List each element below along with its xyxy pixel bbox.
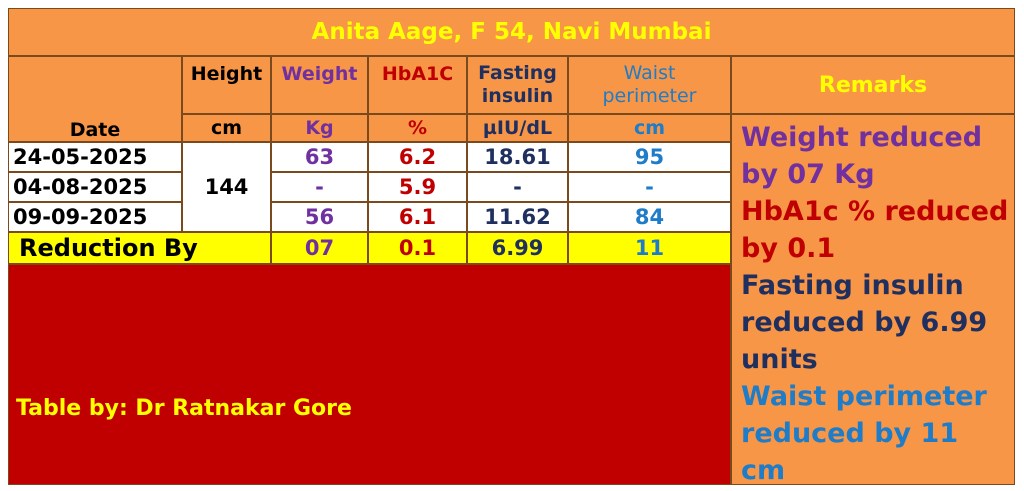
fasting-insulin-unit: µIU/dL: [467, 114, 568, 142]
credit-panel: [8, 264, 731, 485]
weight-cell: 56: [271, 202, 368, 232]
fasting-insulin-header: Fasting insulin: [467, 56, 568, 114]
fasting-insulin-cell: 11.62: [467, 202, 568, 232]
reduction-waist: 11: [568, 232, 731, 264]
date-cell: 09-09-2025: [8, 202, 182, 232]
waist-perimeter-header: Waist perimeter: [568, 56, 731, 114]
weight-cell: 63: [271, 142, 368, 172]
remark-weight: Weight reduced by 07 Kg: [741, 122, 983, 190]
remarks-header: Remarks: [731, 56, 1015, 114]
remark-waist: Waist perimeter reduced by 11 cm: [741, 381, 987, 486]
fasting-insulin-cell: -: [467, 172, 568, 202]
date-header-cell: [8, 56, 182, 142]
reduction-hba1c: 0.1: [368, 232, 467, 264]
remark-insulin: Fasting insulin reduced by 6.99 units: [741, 270, 988, 375]
height-value-cell: 144: [182, 142, 271, 232]
date-header: Date: [69, 118, 121, 141]
remarks-panel: Weight reduced by 07 Kg HbA1c % reduced …: [731, 114, 1015, 486]
waist-cell: 84: [568, 202, 731, 232]
hba1c-cell: 6.1: [368, 202, 467, 232]
waist-perimeter-unit: cm: [568, 114, 731, 142]
height-header: Height: [182, 56, 271, 114]
reduction-weight: 07: [271, 232, 368, 264]
table-title: Anita Aage, F 54, Navi Mumbai: [8, 8, 1015, 56]
hba1c-cell: 6.2: [368, 142, 467, 172]
weight-header: Weight: [271, 56, 368, 114]
waist-cell: -: [568, 172, 731, 202]
hba1c-unit: %: [368, 114, 467, 142]
remark-hba1c: HbA1c % reduced by 0.1: [741, 196, 1009, 264]
waist-cell: 95: [568, 142, 731, 172]
weight-cell: -: [271, 172, 368, 202]
weight-unit: Kg: [271, 114, 368, 142]
date-cell: 04-08-2025: [8, 172, 182, 202]
hba1c-cell: 5.9: [368, 172, 467, 202]
credit-text: Table by: Dr Ratnakar Gore: [16, 396, 352, 421]
fasting-insulin-cell: 18.61: [467, 142, 568, 172]
date-cell: 24-05-2025: [8, 142, 182, 172]
reduction-label: Reduction By: [8, 232, 271, 264]
reduction-fasting-insulin: 6.99: [467, 232, 568, 264]
hba1c-header: HbA1C: [368, 56, 467, 114]
height-unit: cm: [182, 114, 271, 142]
